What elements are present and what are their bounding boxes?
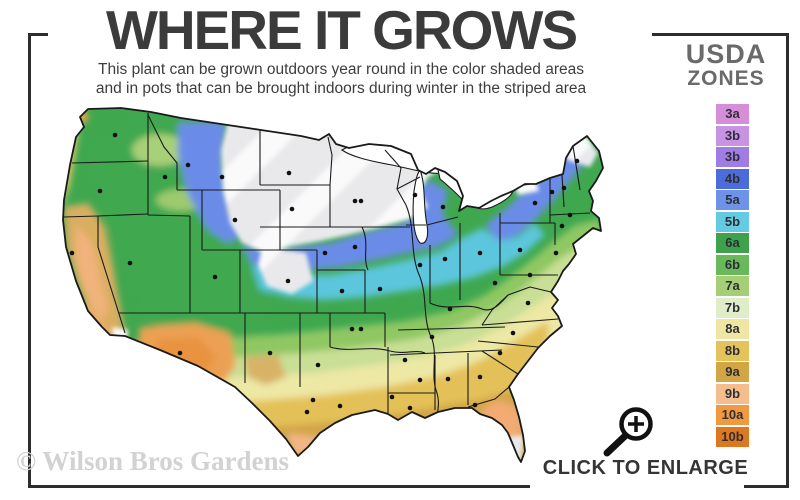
zone-chip-7a: 7a <box>716 276 749 296</box>
usda-zones-legend-title: USDA ZONES <box>656 40 796 90</box>
zone-chip-4b: 4b <box>716 168 749 189</box>
zone-chip-9b: 9b <box>716 383 749 404</box>
page-title: WHERE IT GROWS <box>105 0 578 61</box>
usda-zones-map[interactable] <box>30 95 662 467</box>
zone-chip-7b: 7b <box>716 297 749 318</box>
click-to-enlarge-button[interactable]: CLICK TO ENLARGE <box>542 457 749 479</box>
legend-title-usda: USDA <box>685 39 767 69</box>
zone-chip-3b-2: 3b <box>716 147 749 167</box>
watermark: © Wilson Bros Gardens <box>16 446 289 476</box>
zone-chip-10a: 10a <box>716 405 749 425</box>
zone-chip-6a: 6a <box>716 233 749 253</box>
frame-bottom-left-segment <box>28 485 530 488</box>
zone-legend: 3a 3b 3b 4b 5a 5b 6a 6b 7a 7b 8a 8b 9a 9… <box>716 104 749 447</box>
zone-chip-5a: 5a <box>716 190 749 210</box>
frame-right <box>786 33 789 488</box>
zone-chip-3b: 3b <box>716 125 749 146</box>
subtitle-line-2: and in pots that can be brought indoors … <box>95 79 587 97</box>
frame-top-left-segment <box>28 33 48 36</box>
magnifier-plus-icon[interactable] <box>598 398 660 458</box>
frame-bottom-right-segment <box>744 485 789 488</box>
subtitle-line-1: This plant can be grown outdoors year ro… <box>98 61 584 78</box>
zone-chip-8a: 8a <box>716 319 749 339</box>
zone-chip-9a: 9a <box>716 362 749 382</box>
zone-chip-10b: 10b <box>716 426 749 447</box>
zone-chip-6b: 6b <box>716 254 749 275</box>
us-map-image <box>62 107 604 463</box>
frame-left <box>28 33 31 488</box>
subtitle: This plant can be grown outdoors year ro… <box>30 61 652 98</box>
zone-chip-5b: 5b <box>716 211 749 232</box>
frame-top-right-segment <box>652 33 789 36</box>
us-outline <box>62 107 604 463</box>
zone-chip-8b: 8b <box>716 340 749 361</box>
legend-title-zones: ZONES <box>687 67 765 90</box>
city-dots <box>66 132 580 428</box>
zone-chip-3a: 3a <box>716 104 749 124</box>
